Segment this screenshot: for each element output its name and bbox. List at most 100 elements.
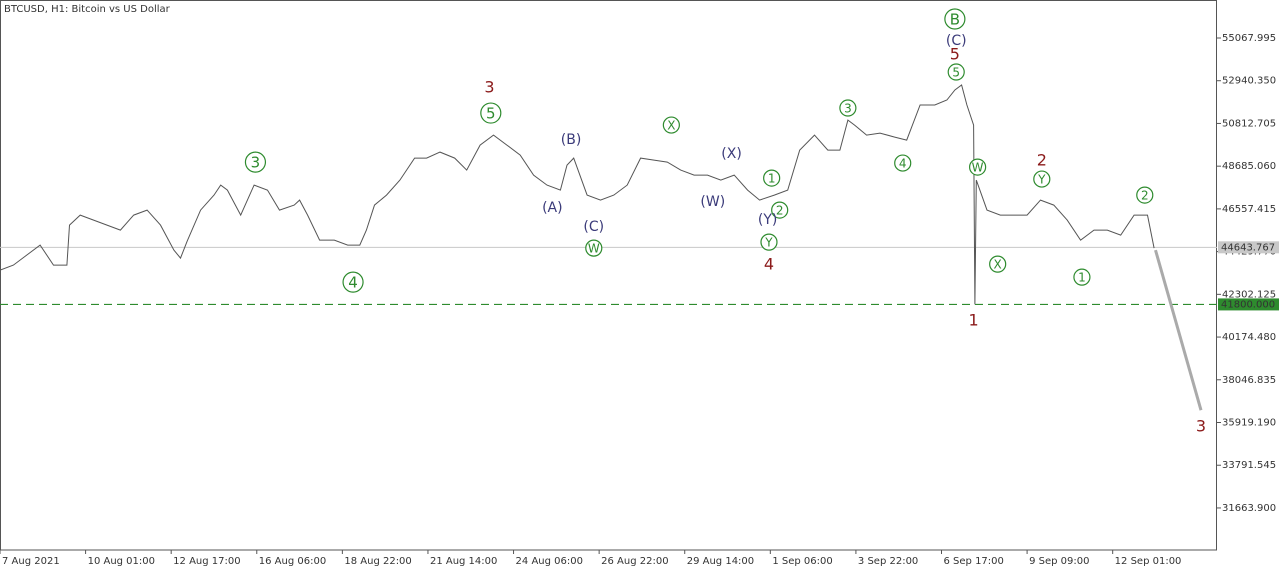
wave-label: 4 — [894, 154, 912, 172]
wave-circle — [947, 63, 965, 81]
wave-circle — [763, 169, 781, 187]
wave-label: 4 — [342, 271, 364, 293]
wave-label: (X) — [721, 146, 742, 162]
y-tick-label: 40174.480 — [1222, 332, 1276, 343]
wave-circle — [480, 102, 502, 124]
wave-circle — [989, 255, 1007, 273]
wave-text: (Y) — [758, 212, 777, 228]
x-tick-label: 1 Sep 06:00 — [772, 556, 832, 567]
wave-circle — [585, 239, 603, 257]
x-tick-label: 3 Sep 22:00 — [858, 556, 918, 567]
wave-text: 5 — [950, 45, 960, 64]
level-label: 44643.767 — [1221, 242, 1275, 253]
wave-circle — [969, 158, 987, 176]
wave-text: W — [972, 161, 984, 175]
price-line — [0, 84, 1155, 305]
wave-text: (W) — [700, 194, 725, 210]
wave-label: (A) — [542, 200, 563, 216]
wave-text: W — [588, 242, 600, 256]
wave-label: 3 — [1196, 417, 1206, 436]
wave-text: 1 — [969, 311, 979, 330]
x-tick-label: 7 Aug 2021 — [2, 556, 60, 567]
wave-circle — [1033, 170, 1051, 188]
chart-title: BTCUSD, H1: Bitcoin vs US Dollar — [4, 4, 171, 15]
wave-circle — [839, 99, 857, 117]
x-tick-label: 16 Aug 06:00 — [259, 556, 326, 567]
wave-text: 3 — [1196, 417, 1206, 436]
wave-text: 2 — [1037, 151, 1047, 170]
wave-text: 3 — [844, 102, 852, 116]
wave-text: 2 — [1141, 189, 1149, 203]
x-tick-label: 29 Aug 14:00 — [687, 556, 754, 567]
wave-circle — [244, 151, 267, 173]
wave-circle — [944, 8, 966, 30]
wave-label: (W) — [700, 194, 725, 210]
wave-label: 2 — [1136, 186, 1154, 204]
level-label-box — [1218, 241, 1279, 254]
x-tick-label: 12 Aug 17:00 — [173, 556, 240, 567]
wave-text: 1 — [768, 172, 776, 186]
wave-label: 3 — [839, 99, 857, 117]
wave-label: (C) — [583, 219, 604, 235]
wave-circle — [1073, 268, 1091, 286]
wave-text: (B) — [561, 132, 582, 148]
y-tick-label: 55067.995 — [1222, 33, 1276, 44]
wave-label: (Y) — [758, 212, 777, 228]
wave-text: (C) — [583, 219, 604, 235]
wave-label: (C) — [946, 33, 967, 49]
wave-label: (B) — [561, 132, 582, 148]
wave-label: W — [585, 239, 603, 257]
wave-label: Y — [1033, 170, 1051, 188]
y-tick-label: 33791.545 — [1222, 460, 1276, 471]
wave-text: 1 — [1078, 271, 1086, 285]
wave-text: Y — [764, 236, 773, 250]
wave-text: (A) — [542, 200, 563, 216]
level-label: 41800.000 — [1221, 299, 1275, 310]
x-tick-label: 6 Sep 17:00 — [944, 556, 1004, 567]
wave-text: (X) — [721, 146, 742, 162]
wave-text: 3 — [484, 78, 494, 97]
wave-label: 3 — [244, 151, 267, 173]
wave-label: 2 — [771, 201, 789, 219]
wave-label: W — [969, 158, 987, 176]
wave-label: 1 — [1073, 268, 1091, 286]
y-tick-label: 46557.415 — [1222, 204, 1276, 215]
wave-text: X — [994, 258, 1002, 272]
x-tick-label: 24 Aug 06:00 — [516, 556, 583, 567]
wave-text: (C) — [946, 33, 967, 49]
y-tick-label: 42302.125 — [1222, 289, 1276, 300]
wave-label: 3 — [484, 78, 494, 97]
y-tick-label: 38046.835 — [1222, 375, 1276, 386]
wave-label: X — [989, 255, 1007, 273]
wave-label: Y — [760, 233, 778, 251]
wave-text: X — [667, 119, 675, 133]
x-tick-label: 26 Aug 22:00 — [601, 556, 668, 567]
wave-text: 5 — [952, 66, 960, 80]
wave-label: 1 — [763, 169, 781, 187]
wave-text: 2 — [776, 204, 784, 218]
wave-circle — [1136, 186, 1154, 204]
wave-label: 1 — [969, 311, 979, 330]
wave-circle — [662, 116, 680, 134]
plot-frame — [0, 0, 1217, 551]
wave-circle — [342, 271, 364, 293]
x-tick-label: 21 Aug 14:00 — [430, 556, 497, 567]
wave-label: 5 — [947, 63, 965, 81]
wave-label: 4 — [764, 255, 774, 274]
y-tick-label: 50812.705 — [1222, 118, 1276, 129]
y-tick-label: 52940.350 — [1222, 76, 1276, 87]
y-tick-label: 48685.060 — [1222, 161, 1276, 172]
wave-text: 4 — [764, 255, 774, 274]
x-tick-label: 12 Sep 01:00 — [1115, 556, 1182, 567]
wave-text: Y — [1037, 173, 1046, 187]
price-line — [1154, 249, 1203, 411]
wave-text: 4 — [899, 157, 907, 171]
wave-circle — [894, 154, 912, 172]
wave-text: B — [950, 10, 960, 28]
wave-label: 2 — [1037, 151, 1047, 170]
x-tick-label: 18 Aug 22:00 — [344, 556, 411, 567]
wave-text: 5 — [486, 105, 496, 123]
wave-circle — [760, 233, 778, 251]
level-label-box — [1218, 298, 1279, 311]
